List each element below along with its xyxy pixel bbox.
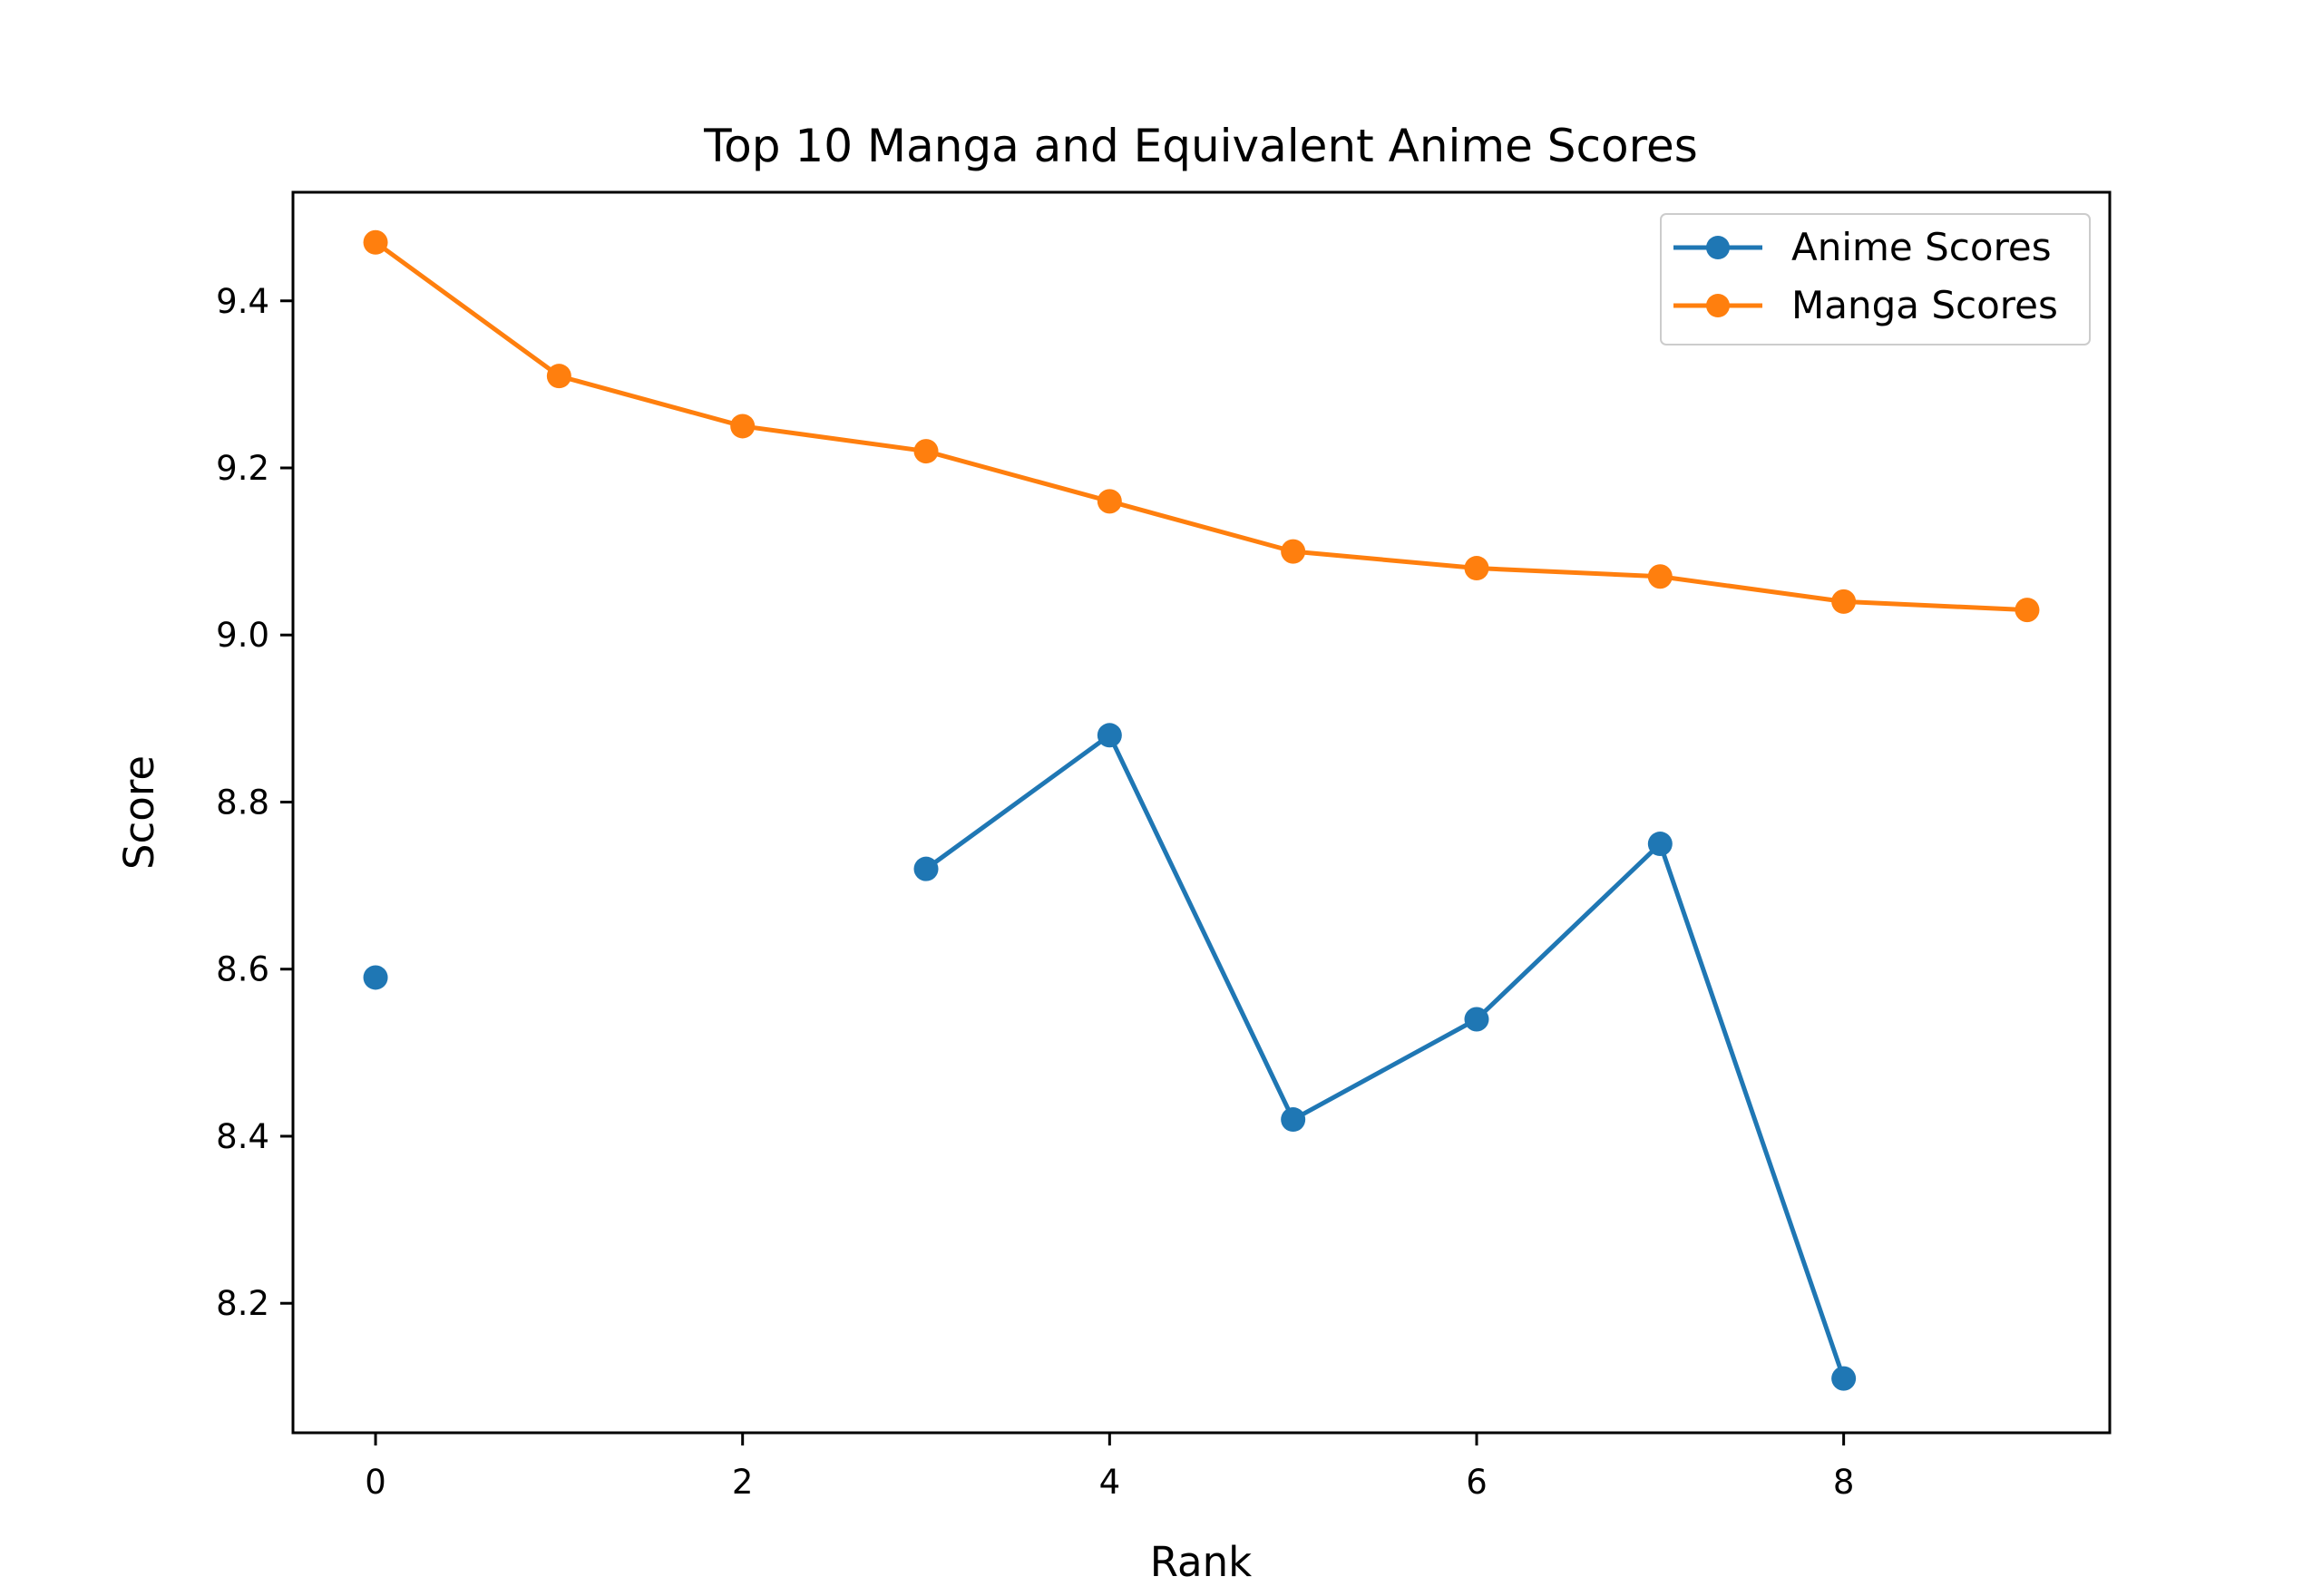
series-layer	[363, 229, 2040, 1391]
legend: Anime Scores Manga Scores	[1660, 213, 2091, 345]
anime-scores-line	[923, 733, 1847, 1381]
axis-ticks: 0 2 4 6 8 8.2 8.4 8.6 8.8 9.0 9.2 9.4	[216, 282, 1854, 1502]
anime-scores-point	[1097, 723, 1122, 748]
manga-scores-point	[363, 229, 388, 255]
manga-scores-point	[1281, 539, 1306, 564]
legend-anime-label: Anime Scores	[1791, 225, 2052, 269]
legend-manga-marker	[1706, 294, 1730, 317]
y-tick-label: 8.2	[216, 1284, 269, 1323]
anime-scores-point	[913, 856, 939, 881]
manga-scores-series	[363, 229, 2040, 623]
y-tick-label: 9.2	[216, 449, 269, 488]
chart-title: Top 10 Manga and Equivalent Anime Scores	[703, 120, 1698, 172]
manga-scores-point	[546, 364, 571, 389]
manga-scores-line	[373, 239, 2030, 613]
anime-scores-series	[363, 723, 1857, 1391]
manga-scores-point	[1464, 556, 1489, 581]
y-axis-label: Score	[115, 755, 163, 870]
y-tick-label: 8.6	[216, 950, 269, 989]
x-axis-label: Rank	[1150, 1538, 1252, 1586]
legend-anime-marker	[1706, 236, 1730, 259]
manga-scores-point	[730, 414, 756, 439]
anime-scores-point	[1647, 832, 1673, 857]
plot-frame	[291, 190, 2112, 1435]
anime-scores-point	[363, 965, 388, 990]
legend-manga-label: Manga Scores	[1791, 283, 2058, 327]
manga-scores-point	[913, 439, 939, 464]
manga-scores-point	[1097, 489, 1122, 514]
anime-scores-point	[1464, 1007, 1489, 1032]
x-tick-label: 0	[365, 1463, 386, 1502]
legend-box	[1660, 213, 2091, 345]
manga-scores-point	[1647, 564, 1673, 589]
x-tick-label: 8	[1833, 1463, 1855, 1502]
anime-scores-point	[1831, 1366, 1857, 1391]
manga-scores-point	[2015, 598, 2040, 623]
y-tick-label: 9.0	[216, 616, 269, 655]
y-tick-label: 9.4	[216, 282, 269, 321]
anime-scores-point	[1281, 1107, 1306, 1133]
manga-scores-point	[1831, 589, 1857, 614]
y-tick-label: 8.4	[216, 1117, 269, 1156]
y-tick-label: 8.8	[216, 783, 269, 822]
x-tick-label: 2	[732, 1463, 754, 1502]
x-tick-label: 4	[1099, 1463, 1121, 1502]
x-tick-label: 6	[1466, 1463, 1488, 1502]
